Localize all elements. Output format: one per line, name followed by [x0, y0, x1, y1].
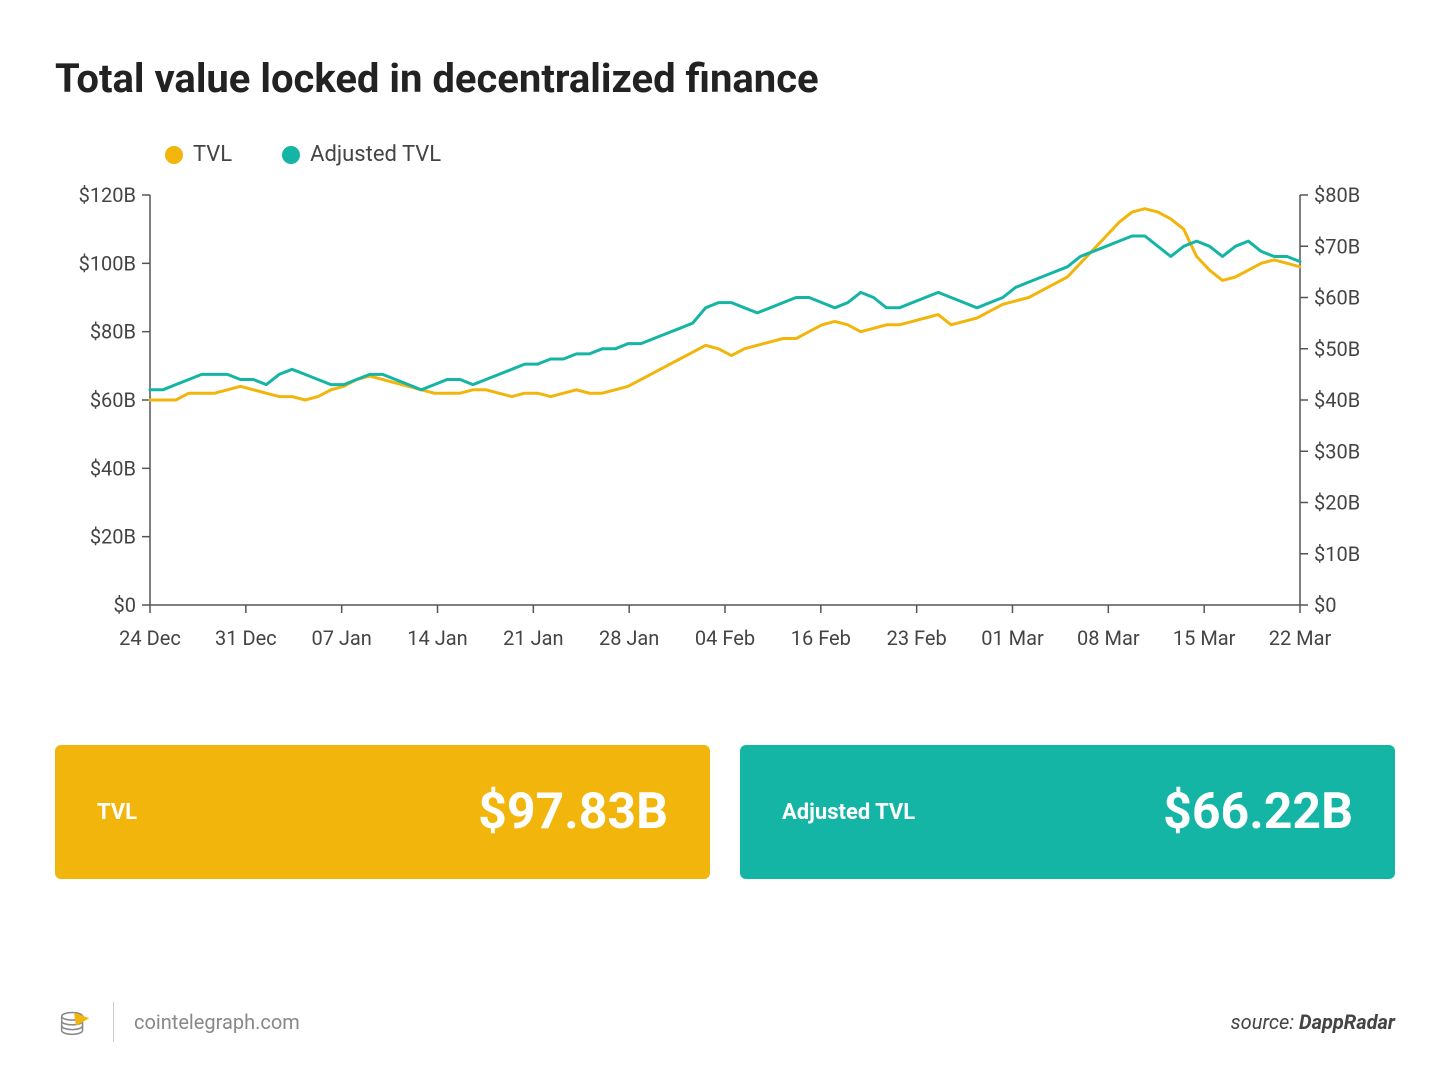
legend-label-adjusted-tvl: Adjusted TVL — [310, 142, 441, 167]
svg-text:$50B: $50B — [1314, 337, 1360, 361]
stat-value-adjusted-tvl: $66.22B — [1163, 783, 1353, 841]
svg-text:04 Feb: 04 Feb — [695, 626, 755, 650]
svg-text:$0: $0 — [1314, 593, 1336, 617]
cointelegraph-logo-icon — [55, 1003, 93, 1041]
footer-left: cointelegraph.com — [55, 1002, 300, 1042]
svg-text:08 Mar: 08 Mar — [1077, 626, 1140, 650]
svg-text:16 Feb: 16 Feb — [791, 626, 851, 650]
svg-text:31 Dec: 31 Dec — [215, 626, 277, 650]
svg-text:$120B: $120B — [79, 185, 136, 207]
legend-dot-adjusted-tvl — [282, 146, 300, 164]
svg-text:$70B: $70B — [1314, 234, 1360, 258]
svg-text:$10B: $10B — [1314, 542, 1360, 566]
svg-text:01 Mar: 01 Mar — [981, 626, 1044, 650]
stat-card-tvl: TVL $97.83B — [55, 745, 710, 879]
svg-text:$40B: $40B — [90, 456, 136, 480]
legend-item-tvl: TVL — [165, 142, 232, 167]
svg-text:07 Jan: 07 Jan — [311, 626, 371, 650]
footer-source-name: DappRadar — [1299, 1010, 1395, 1034]
stat-value-tvl: $97.83B — [478, 783, 668, 841]
svg-text:$100B: $100B — [79, 251, 136, 275]
page-title: Total value locked in decentralized fina… — [55, 55, 1395, 102]
svg-text:24 Dec: 24 Dec — [119, 626, 181, 650]
svg-text:$0: $0 — [114, 593, 136, 617]
legend-item-adjusted-tvl: Adjusted TVL — [282, 142, 441, 167]
svg-text:23 Feb: 23 Feb — [887, 626, 947, 650]
svg-text:$80B: $80B — [90, 320, 136, 344]
footer-source: source: DappRadar — [1231, 1010, 1395, 1034]
legend-dot-tvl — [165, 146, 183, 164]
svg-text:21 Jan: 21 Jan — [503, 626, 563, 650]
legend-label-tvl: TVL — [193, 142, 232, 167]
svg-text:$60B: $60B — [1314, 286, 1360, 310]
footer-site: cointelegraph.com — [134, 1010, 300, 1034]
footer-divider — [113, 1002, 114, 1042]
svg-text:$80B: $80B — [1314, 185, 1360, 207]
svg-text:14 Jan: 14 Jan — [407, 626, 467, 650]
stats-row: TVL $97.83B Adjusted TVL $66.22B — [55, 745, 1395, 879]
svg-text:22 Mar: 22 Mar — [1269, 626, 1332, 650]
svg-text:$40B: $40B — [1314, 388, 1360, 412]
footer-source-prefix: source: — [1231, 1010, 1299, 1034]
svg-text:$60B: $60B — [90, 388, 136, 412]
svg-text:$20B: $20B — [90, 525, 136, 549]
footer: cointelegraph.com source: DappRadar — [55, 972, 1395, 1042]
svg-text:15 Mar: 15 Mar — [1173, 626, 1236, 650]
svg-text:$20B: $20B — [1314, 491, 1360, 515]
svg-text:28 Jan: 28 Jan — [599, 626, 659, 650]
stat-card-adjusted-tvl: Adjusted TVL $66.22B — [740, 745, 1395, 879]
tvl-chart: $0 $20B $40B $60B $80B $100B $120B $0 $10B $20B $3… — [55, 185, 1395, 675]
stat-label-tvl: TVL — [97, 800, 137, 825]
chart-legend: TVL Adjusted TVL — [165, 142, 1395, 167]
chart-canvas: $0 $20B $40B $60B $80B $100B $120B $0 $10B $20B $3… — [55, 185, 1395, 675]
stat-label-adjusted-tvl: Adjusted TVL — [782, 800, 915, 825]
svg-text:$30B: $30B — [1314, 439, 1360, 463]
